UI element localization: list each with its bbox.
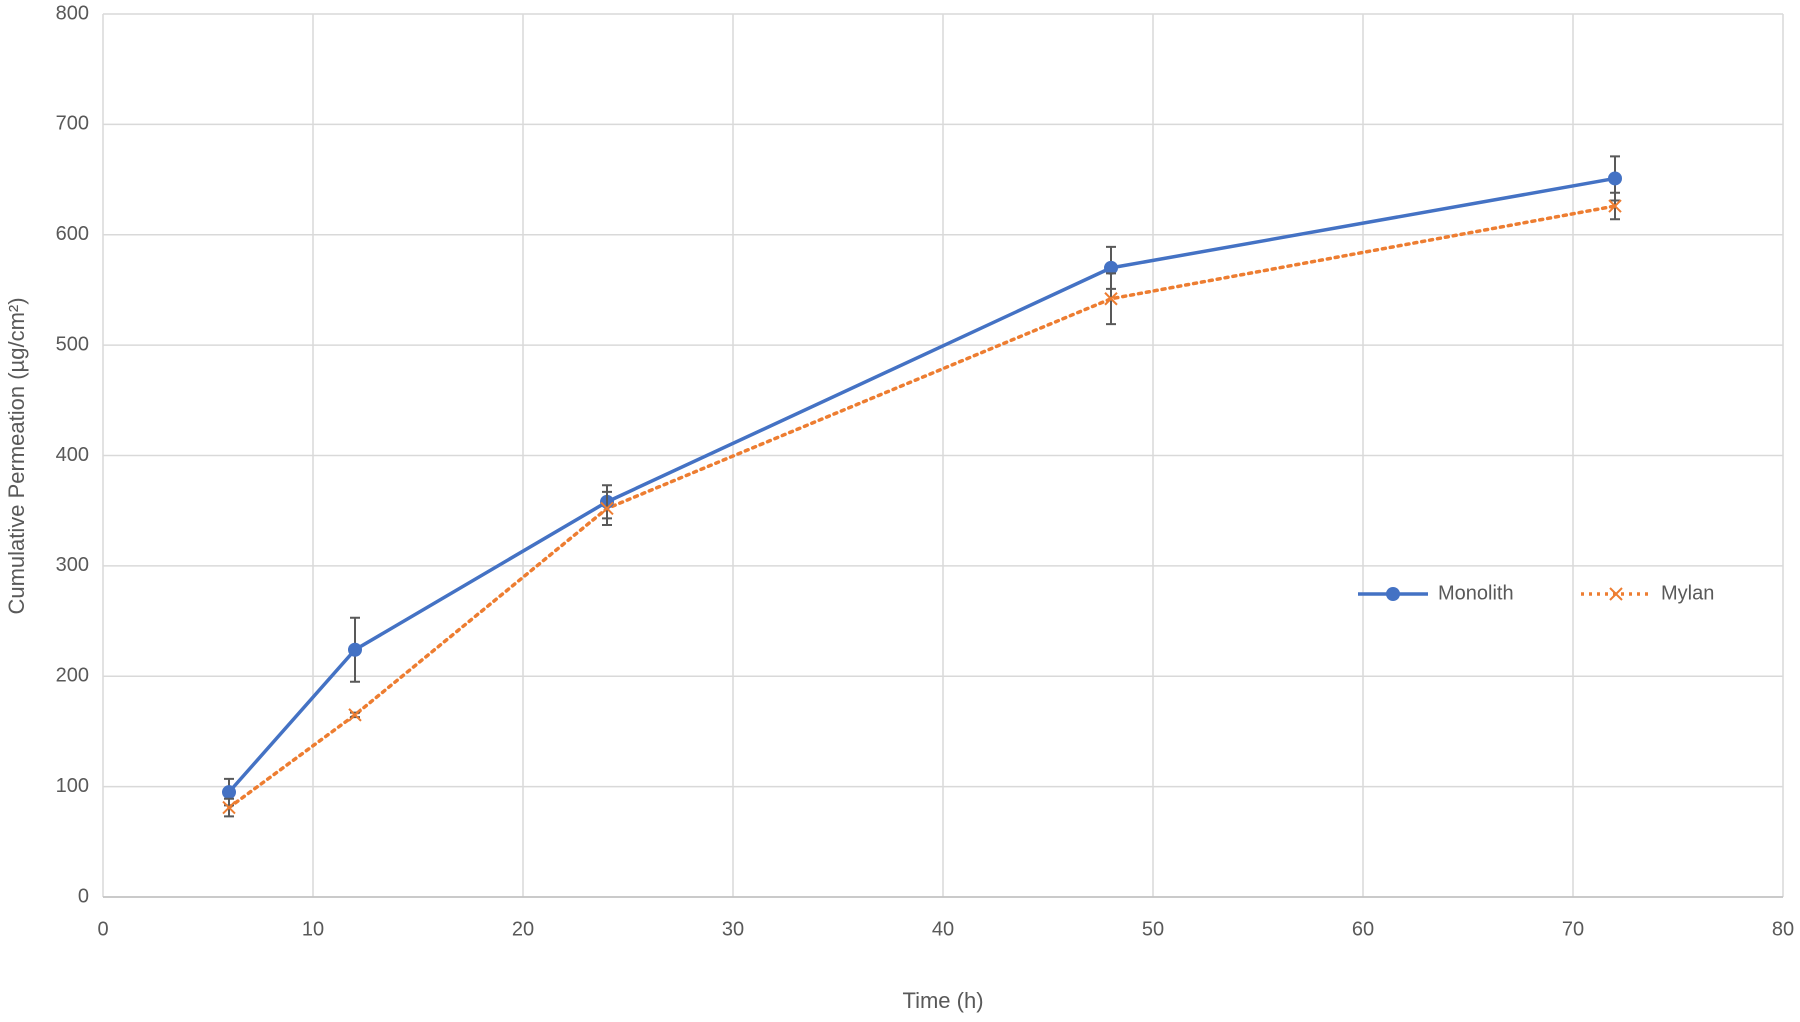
x-axis-title: Time (h) xyxy=(902,988,983,1013)
x-tick-label: 80 xyxy=(1772,918,1794,940)
marker xyxy=(1608,171,1622,186)
x-tick-label: 50 xyxy=(1142,918,1164,940)
x-tick-label: 0 xyxy=(97,918,108,940)
marker xyxy=(1386,587,1400,601)
marker xyxy=(1104,260,1118,275)
y-tick-label: 700 xyxy=(56,113,89,135)
y-tick-label: 600 xyxy=(56,223,89,245)
legend-label: Mylan xyxy=(1661,582,1714,604)
marker xyxy=(1608,199,1622,213)
series-line xyxy=(227,176,1616,794)
marker xyxy=(348,708,362,722)
x-tick-label: 20 xyxy=(512,918,534,940)
x-tick-label: 60 xyxy=(1352,918,1374,940)
marker xyxy=(600,501,614,516)
y-tick-label: 400 xyxy=(56,444,89,466)
marker xyxy=(1104,292,1118,306)
series-line xyxy=(227,204,1617,810)
x-tick-label: 70 xyxy=(1562,918,1584,940)
y-axis-title: Cumulative Permeation (µg/cm²) xyxy=(4,297,29,614)
marker xyxy=(1609,587,1623,601)
marker xyxy=(222,785,236,800)
x-tick-label: 10 xyxy=(302,918,324,940)
y-tick-label: 800 xyxy=(56,2,89,24)
marker xyxy=(222,800,236,815)
y-tick-label: 200 xyxy=(56,665,89,687)
marker xyxy=(348,642,362,657)
x-tick-label: 40 xyxy=(932,918,954,940)
y-tick-label: 300 xyxy=(56,554,89,576)
legend-label: Monolith xyxy=(1438,582,1514,604)
y-tick-label: 0 xyxy=(78,885,89,907)
y-tick-label: 500 xyxy=(56,333,89,355)
x-tick-label: 30 xyxy=(722,918,744,940)
y-tick-label: 100 xyxy=(56,775,89,797)
